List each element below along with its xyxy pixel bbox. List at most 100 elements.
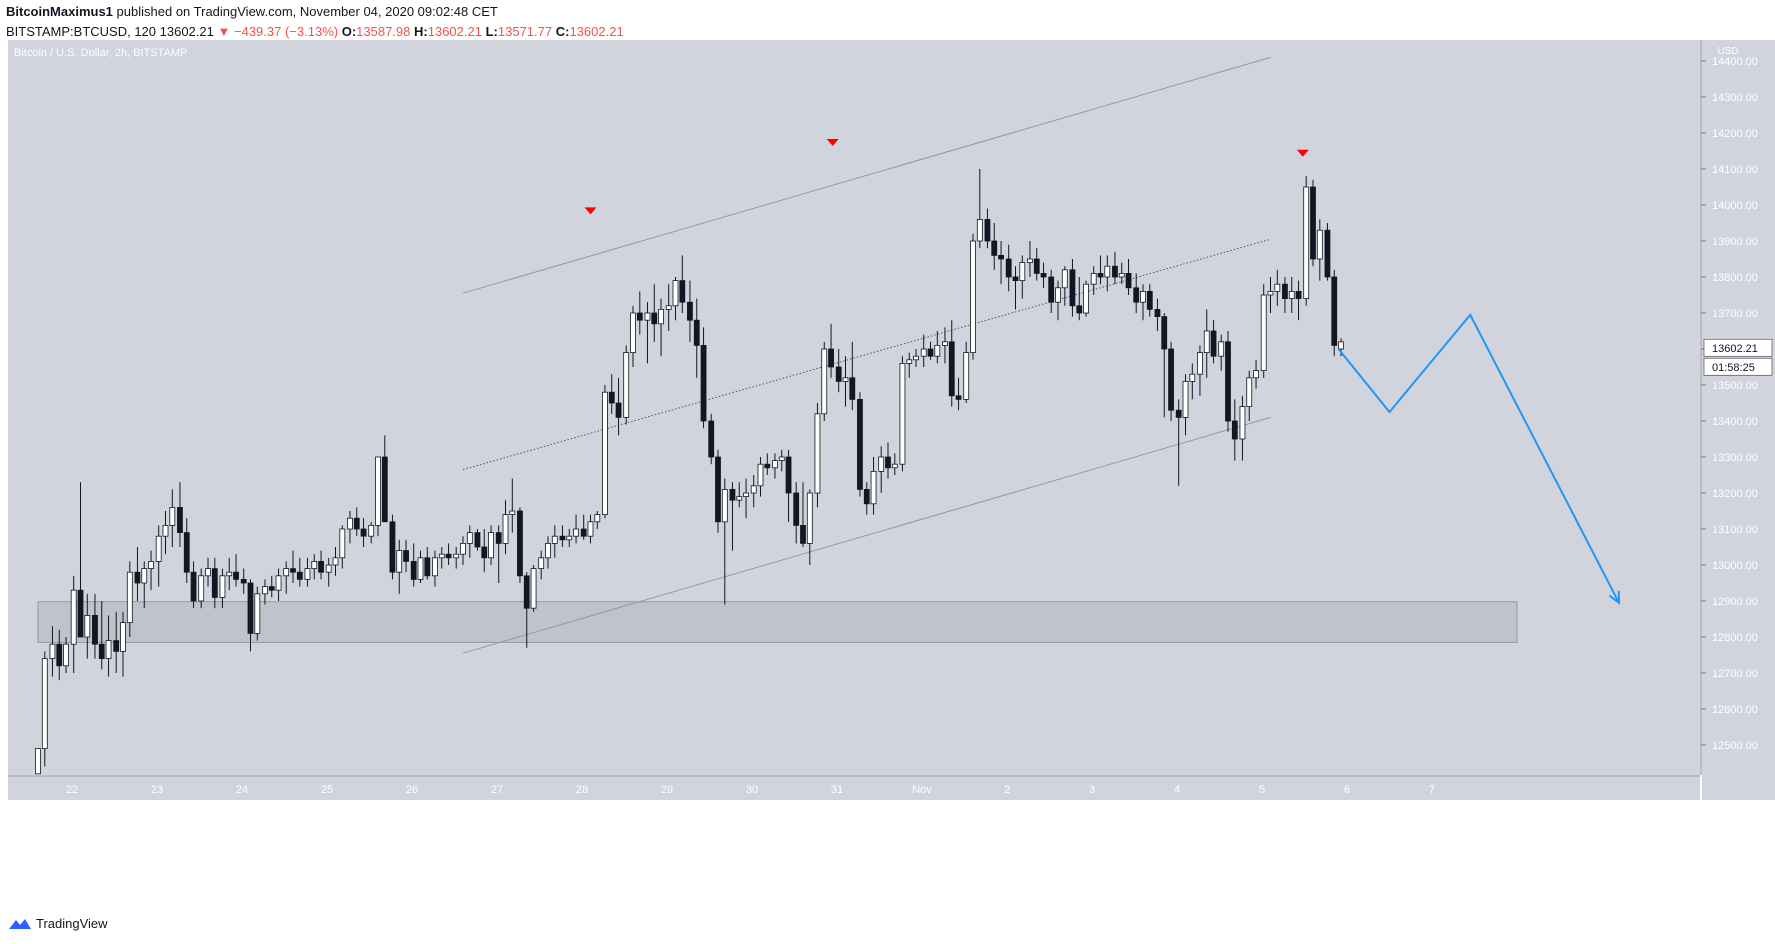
candle[interactable] <box>70 575 77 673</box>
candle[interactable] <box>296 557 303 587</box>
candle[interactable] <box>573 514 579 544</box>
candle[interactable] <box>198 568 205 609</box>
candle[interactable] <box>162 511 169 555</box>
candle[interactable] <box>942 327 948 364</box>
candle[interactable] <box>1005 244 1012 292</box>
candle[interactable] <box>1076 277 1083 321</box>
candle[interactable] <box>566 529 573 547</box>
candle[interactable] <box>538 550 545 580</box>
candle[interactable] <box>693 298 700 378</box>
candle[interactable] <box>126 561 133 637</box>
candle[interactable] <box>1253 359 1259 389</box>
candle[interactable] <box>360 518 367 547</box>
candle[interactable] <box>183 518 190 583</box>
candle[interactable] <box>963 341 970 403</box>
candle[interactable] <box>636 291 643 335</box>
candle[interactable] <box>1146 284 1153 317</box>
candle[interactable] <box>721 478 728 605</box>
candle[interactable] <box>1210 320 1217 364</box>
candle[interactable] <box>1048 269 1055 313</box>
candle[interactable] <box>141 561 148 609</box>
candle[interactable] <box>899 356 906 472</box>
candle[interactable] <box>700 327 707 429</box>
candle[interactable] <box>410 543 417 587</box>
candle[interactable] <box>1324 223 1331 281</box>
author-name[interactable]: BitcoinMaximus1 <box>6 4 113 19</box>
candle[interactable] <box>927 341 934 360</box>
candle[interactable] <box>615 377 622 436</box>
candle[interactable] <box>424 547 431 580</box>
candle[interactable] <box>240 568 247 594</box>
candle[interactable] <box>1019 255 1026 299</box>
candle[interactable] <box>608 374 615 414</box>
candle[interactable] <box>332 547 339 576</box>
candle[interactable] <box>545 536 551 569</box>
candle[interactable] <box>1225 331 1231 432</box>
candle[interactable] <box>517 507 523 583</box>
candle[interactable] <box>672 277 679 321</box>
candle[interactable] <box>1055 280 1061 321</box>
candle[interactable] <box>602 385 608 519</box>
candle[interactable] <box>169 489 176 547</box>
candle[interactable] <box>1331 269 1338 357</box>
candle[interactable] <box>1161 313 1168 418</box>
candle[interactable] <box>1182 374 1189 436</box>
candle[interactable] <box>509 478 516 533</box>
candle[interactable] <box>665 284 672 331</box>
candle[interactable] <box>389 514 396 580</box>
candle[interactable] <box>1218 334 1225 371</box>
down-triangle-marker-icon[interactable] <box>826 139 839 146</box>
candle[interactable] <box>1267 277 1274 313</box>
candle[interactable] <box>559 525 566 547</box>
candle[interactable] <box>1083 280 1089 317</box>
candle[interactable] <box>1027 241 1033 277</box>
candle[interactable] <box>304 557 311 587</box>
candle[interactable] <box>580 514 587 540</box>
candle[interactable] <box>105 615 112 677</box>
candle[interactable] <box>56 629 63 681</box>
candle[interactable] <box>913 349 919 367</box>
candle[interactable] <box>466 525 473 558</box>
candle[interactable] <box>353 507 360 537</box>
candle[interactable] <box>849 341 856 411</box>
candle[interactable] <box>84 593 91 659</box>
candle[interactable] <box>1097 255 1104 285</box>
candle[interactable] <box>1040 262 1047 288</box>
candle[interactable] <box>757 457 764 497</box>
candle[interactable] <box>92 593 98 659</box>
candle[interactable] <box>148 550 154 591</box>
candle[interactable] <box>1288 277 1295 313</box>
candle[interactable] <box>523 572 530 648</box>
channel-upper-line[interactable] <box>462 56 1271 294</box>
candle[interactable] <box>594 511 601 529</box>
candle[interactable] <box>290 550 296 583</box>
candle[interactable] <box>970 233 976 360</box>
channel-lower-line[interactable] <box>462 416 1271 654</box>
candle[interactable] <box>1316 219 1323 281</box>
candle[interactable] <box>857 392 863 497</box>
candle[interactable] <box>254 586 261 641</box>
projection-path[interactable] <box>1337 312 1620 604</box>
candle[interactable] <box>1154 298 1161 331</box>
candle[interactable] <box>991 223 998 270</box>
candle[interactable] <box>1260 284 1267 378</box>
time-axis-background[interactable] <box>8 777 1700 800</box>
candle[interactable] <box>318 550 324 580</box>
candle[interactable] <box>984 208 991 249</box>
candle[interactable] <box>551 525 558 558</box>
candle[interactable] <box>1125 259 1132 295</box>
candle[interactable] <box>432 550 438 587</box>
candle[interactable] <box>1104 255 1111 292</box>
candle[interactable] <box>1069 259 1076 317</box>
candle[interactable] <box>474 529 481 551</box>
tradingview-logo-icon[interactable] <box>8 917 32 931</box>
candle[interactable] <box>283 561 290 594</box>
candle[interactable] <box>134 547 141 601</box>
candle[interactable] <box>35 748 41 775</box>
candle[interactable] <box>190 561 197 609</box>
candle[interactable] <box>920 334 927 367</box>
candle[interactable] <box>863 482 870 515</box>
candle[interactable] <box>41 651 48 767</box>
candle[interactable] <box>381 435 388 523</box>
